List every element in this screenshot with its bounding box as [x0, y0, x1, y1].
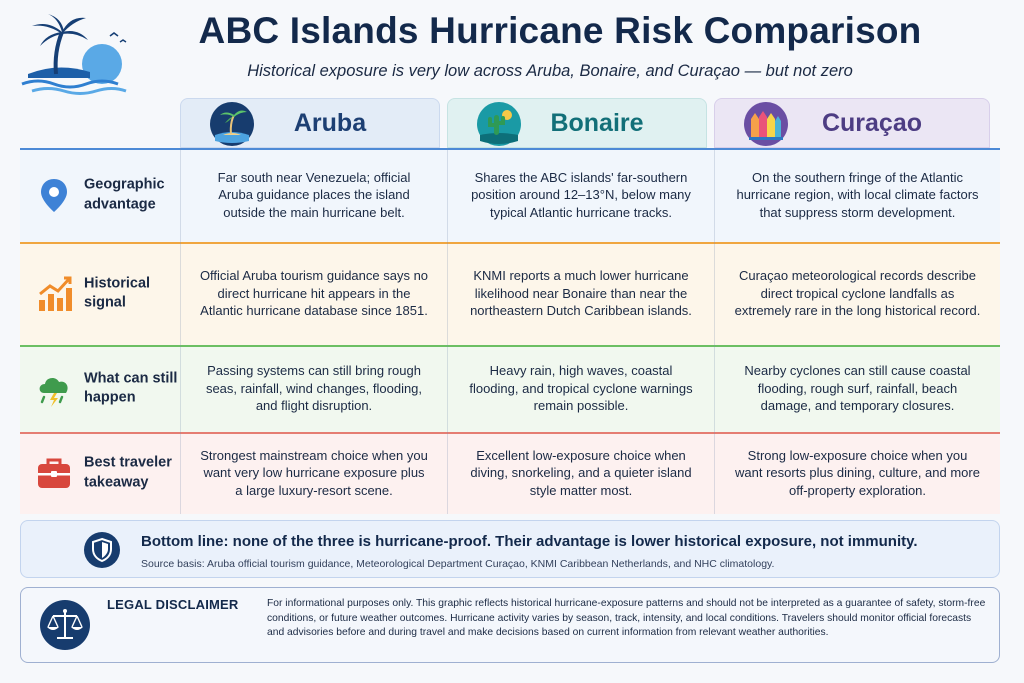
page-title: ABC Islands Hurricane Risk Comparison	[198, 10, 922, 51]
legal-disclaimer-box: LEGAL DISCLAIMER For informational purpo…	[20, 587, 1000, 663]
column-header-curacao: Curaçao	[714, 98, 990, 148]
column-header-bonaire: Bonaire	[447, 98, 707, 148]
palm-beach-icon	[210, 102, 254, 146]
column-header-aruba: Aruba	[180, 98, 440, 148]
location-pin-icon	[41, 179, 67, 212]
cell-aruba: Official Aruba tourism guidance says no …	[180, 242, 447, 345]
row-label: Geographic advantage	[84, 176, 165, 212]
cell-curacao: Nearby cyclones can still cause coastal …	[714, 345, 1000, 432]
cell-curacao: Strong low-exposure choice when you want…	[714, 432, 1000, 514]
cell-aruba: Strongest mainstream choice when you wan…	[180, 432, 447, 514]
cell-bonaire: Shares the ABC islands' far-southern pos…	[447, 148, 714, 242]
cell-aruba: Passing systems can still bring rough se…	[180, 345, 447, 432]
bottom-line-box: Bottom line: none of the three is hurric…	[20, 520, 1000, 578]
shield-icon	[84, 532, 120, 568]
cactus-sun-icon	[477, 102, 521, 146]
cell-bonaire: Heavy rain, high waves, coastal flooding…	[447, 345, 714, 432]
storm-cloud-icon	[39, 377, 68, 407]
row-historical-signal: Historical signal Official Aruba tourism…	[20, 242, 1000, 345]
cell-bonaire: KNMI reports a much lower hurricane like…	[447, 242, 714, 345]
column-name-curacao: Curaçao	[821, 108, 923, 137]
row-best-traveler-takeaway: Best traveler takeaway Strongest mainstr…	[20, 432, 1000, 514]
colorful-houses-icon	[744, 102, 788, 146]
island-palm-logo-icon	[21, 14, 127, 95]
bottom-line-text: Bottom line: none of the three is hurric…	[141, 533, 918, 550]
page-subtitle: Historical exposure is very low across A…	[247, 62, 853, 80]
legal-disclaimer-title: LEGAL DISCLAIMER	[107, 597, 239, 612]
row-what-can-still-happen: What can still happen Passing systems ca…	[20, 345, 1000, 432]
suitcase-icon	[38, 458, 70, 488]
column-name-aruba: Aruba	[293, 108, 367, 137]
column-name-bonaire: Bonaire	[550, 108, 644, 137]
cell-curacao: Curaçao meteorological records describe …	[714, 242, 1000, 345]
row-label: Best traveler takeaway	[84, 454, 172, 490]
cell-curacao: On the southern fringe of the Atlantic h…	[714, 148, 1000, 242]
source-basis-text: Source basis: Aruba official tourism gui…	[141, 558, 775, 570]
legal-disclaimer-text: For informational purposes only. This gr…	[267, 598, 986, 639]
cell-bonaire: Excellent low-exposure choice when divin…	[447, 432, 714, 514]
row-geographic-advantage: Geographic advantage Far south near Vene…	[20, 148, 1000, 242]
row-label: What can still happen	[84, 369, 178, 406]
scales-icon	[40, 600, 90, 650]
row-label: Historical signal	[84, 274, 151, 311]
cell-aruba: Far south near Venezuela; official Aruba…	[180, 148, 447, 242]
rising-chart-icon	[39, 276, 72, 311]
